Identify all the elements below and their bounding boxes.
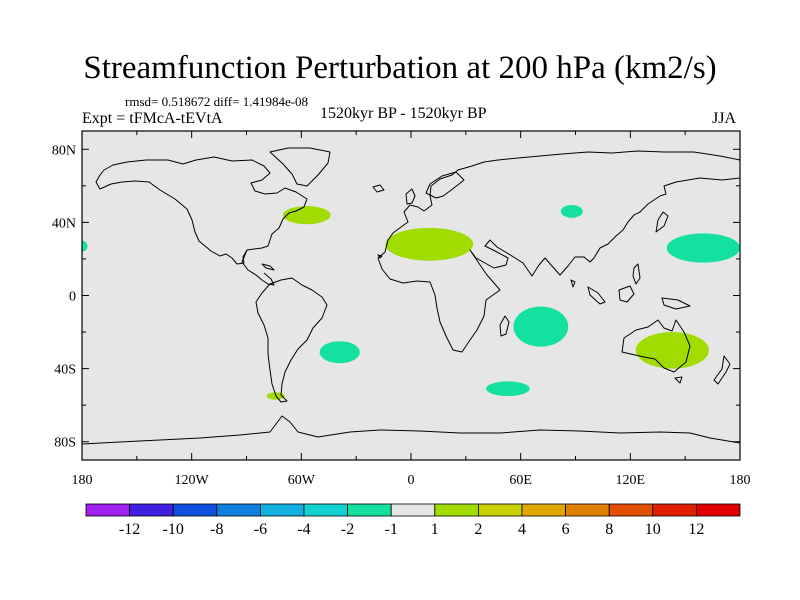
colorbar-label: -2	[341, 521, 354, 538]
anomaly-north-atlantic-positive	[283, 206, 331, 225]
colorbar-label: -6	[254, 521, 267, 538]
colorbar-swatch	[390, 503, 436, 517]
anomaly-southern-indian-ocean-negative	[513, 306, 569, 347]
x-tick-label: 120E	[616, 473, 646, 488]
colorbar-swatch	[652, 503, 697, 517]
experiment-label: Expt = tFMcA-tEVtA	[82, 110, 223, 127]
colorbar-swatch	[477, 503, 523, 517]
x-tick-label: 60E	[509, 473, 532, 488]
colorbar-label: 8	[605, 521, 613, 538]
colorbar-label: -1	[385, 521, 398, 538]
coast-british-isles	[405, 188, 416, 205]
colorbar-label: 12	[688, 521, 704, 538]
anomaly-west-edge-negative	[82, 240, 88, 252]
colorbar-swatch	[303, 503, 348, 517]
coast-eurasia-africa	[377, 150, 740, 353]
period-label: 1520kyr BP - 1520kyr BP	[320, 105, 487, 122]
coast-caribbean	[261, 263, 275, 271]
colorbar-swatch	[259, 503, 305, 517]
colorbar-label: 10	[645, 521, 661, 538]
anomaly-southern-ocean-negative	[486, 381, 530, 397]
x-tick-label: 60W	[288, 473, 316, 488]
colorbar-label: -12	[119, 521, 140, 538]
x-tick-label: 120W	[175, 473, 210, 488]
colorbar-swatch	[434, 503, 479, 517]
colorbar-label: -8	[210, 521, 223, 538]
x-tick-label: 0	[408, 473, 415, 488]
y-tick-label: 80S	[54, 436, 76, 451]
plot-area	[81, 130, 741, 461]
coast-scandinavia	[425, 171, 465, 199]
coast-borneo	[618, 285, 635, 303]
coast-madagascar	[499, 315, 510, 337]
x-tick-label: 180	[730, 473, 751, 488]
colorbar-swatch	[347, 503, 392, 517]
coast-iceland	[372, 184, 385, 193]
anomaly-north-africa-positive	[385, 227, 474, 261]
y-tick-label: 40N	[52, 216, 76, 231]
colorbar-swatch	[608, 503, 654, 517]
plot-background	[82, 131, 740, 460]
anomaly-north-pacific-negative	[666, 233, 740, 263]
coast-antarctica	[82, 415, 740, 445]
colorbar-label: 1	[431, 521, 439, 538]
colorbar-label: -4	[297, 521, 310, 538]
x-tick-label: 180	[72, 473, 93, 488]
coast-japan	[655, 211, 669, 233]
coast-philippines	[632, 263, 641, 285]
coast-sumatra	[587, 286, 606, 305]
coastlines	[82, 147, 740, 445]
y-tick-label: 0	[69, 290, 76, 305]
coast-greenland	[269, 147, 331, 187]
y-tick-label: 80N	[52, 143, 76, 158]
colorbar-swatch	[129, 503, 174, 517]
colorbar-swatch	[85, 503, 130, 517]
coast-north-america	[95, 156, 308, 265]
season-label: JJA	[712, 110, 737, 127]
coast-tasmania	[674, 376, 683, 384]
anomaly-layer	[82, 205, 740, 400]
axis-ticks: 180 120W 60W 0 60E 120E 180 80N 40N 0 40S 80S	[52, 131, 751, 488]
anomaly-south-atlantic-negative	[319, 341, 360, 364]
coast-new-guinea	[661, 297, 691, 310]
coast-australia	[621, 319, 691, 373]
rmsd-diff-stats: rmsd= 0.518672 diff= 1.41984e-08	[125, 94, 309, 109]
colorbar-swatch	[565, 503, 610, 517]
coast-south-america	[255, 277, 328, 403]
colorbar: -12 -10 -8 -6 -4 -2 -1 1 2 4 6 8 10 12	[85, 503, 741, 538]
anomaly-australia-positive	[635, 332, 710, 369]
y-tick-label: 40S	[54, 363, 76, 378]
colorbar-swatch	[696, 503, 741, 517]
coast-central-america	[241, 249, 275, 286]
chart-title: Streamfunction Perturbation at 200 hPa (…	[83, 50, 717, 86]
colorbar-swatch	[216, 503, 261, 517]
colorbar-swatch	[521, 503, 566, 517]
coast-sri-lanka	[570, 279, 576, 288]
colorbar-label: -10	[163, 521, 184, 538]
colorbar-label: 4	[518, 521, 526, 538]
colorbar-label: 6	[562, 521, 570, 538]
anomaly-central-asia-negative	[560, 205, 583, 218]
colorbar-label: 2	[474, 521, 482, 538]
coast-new-zealand	[713, 355, 731, 385]
coast-canary-islands	[377, 254, 383, 259]
colorbar-swatch	[172, 503, 218, 517]
